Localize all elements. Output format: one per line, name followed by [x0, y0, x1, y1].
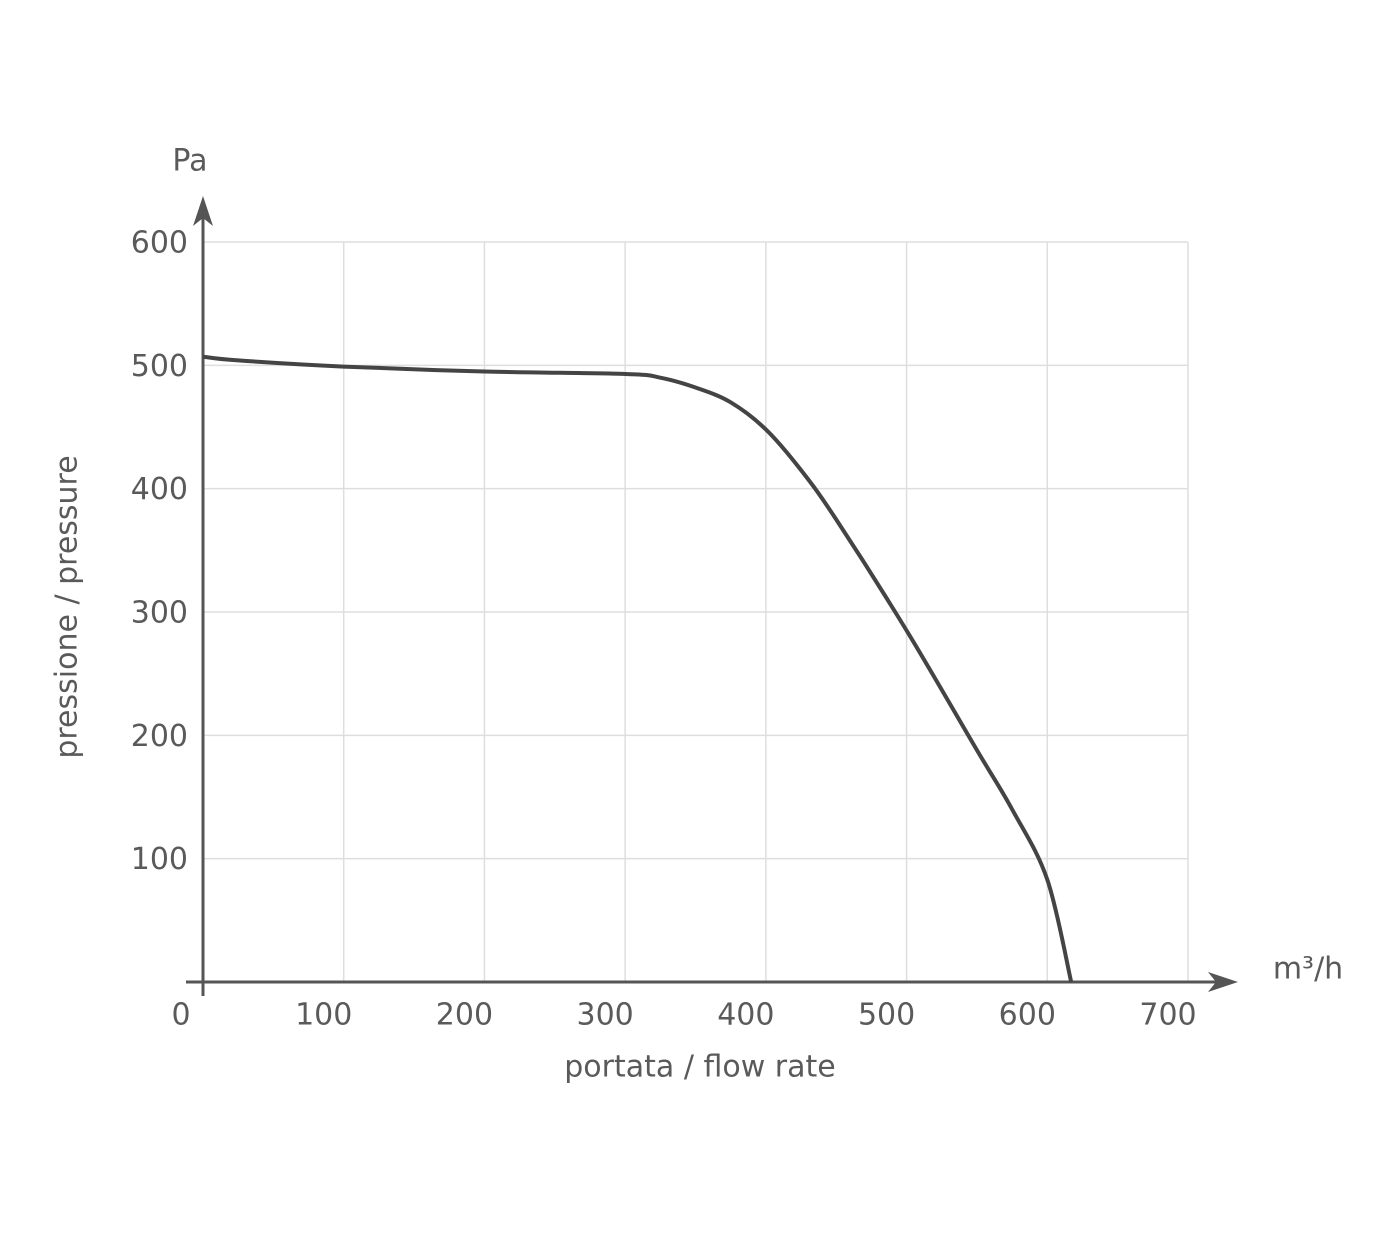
x-tick-label: 300: [577, 998, 634, 1033]
x-tick-label: 100: [295, 998, 352, 1033]
y-axis-arrow: [193, 196, 213, 226]
x-tick-label: 200: [436, 998, 493, 1033]
x-axis-title: portata / flow rate: [564, 1050, 835, 1085]
x-axis-arrow: [1208, 972, 1238, 992]
y-axis-title: pressione / pressure: [50, 455, 85, 758]
curve: [202, 354, 1074, 983]
y-tick-label: 200: [131, 719, 188, 754]
grid: [202, 241, 1189, 982]
x-tick-label: 500: [858, 998, 915, 1033]
y-tick-label: 600: [131, 226, 188, 261]
y-tick-label: 400: [131, 472, 188, 507]
y-tick-label: 300: [131, 596, 188, 631]
x-tick-label: 600: [999, 998, 1056, 1033]
y-tick-label: 100: [131, 842, 188, 877]
y-unit: Pa: [172, 144, 207, 179]
x-tick-label: 0: [171, 998, 190, 1033]
x-tick-label: 700: [1139, 998, 1196, 1033]
x-unit: m³/h: [1273, 952, 1343, 987]
y-tick-label: 500: [131, 349, 188, 384]
x-tick-label: 400: [717, 998, 774, 1033]
